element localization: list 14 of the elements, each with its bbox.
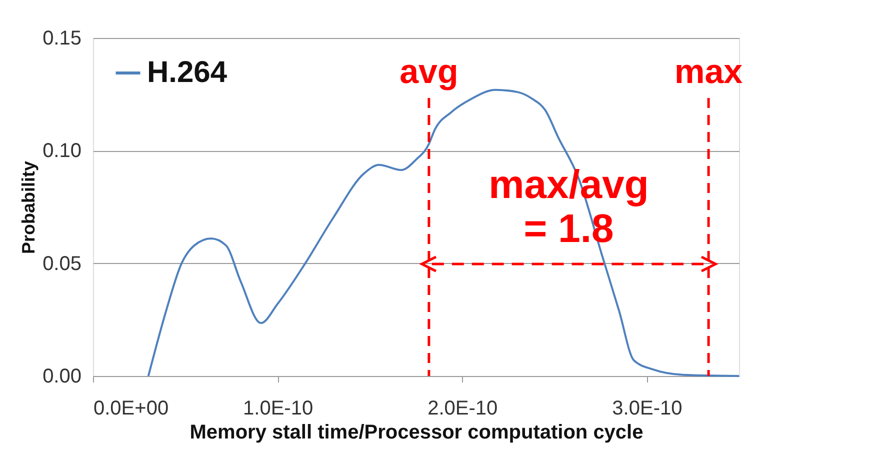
y-axis-title: Probability [18,160,39,254]
ref-line-label: max [674,53,743,91]
x-tick-label: 3.0E-10 [612,398,682,420]
x-tick-label: 2.0E-10 [428,398,498,420]
legend-label: H.264 [147,56,228,89]
ref-line-label: avg [400,53,458,91]
y-tick-label: 0.10 [42,140,82,162]
x-tick-label: 0.0E+00 [94,398,169,420]
y-tick-label: 0.15 [42,28,82,50]
y-tick-label: 0.05 [42,252,82,275]
y-tick-label: 0.00 [42,366,82,388]
x-axis-title: Memory stall time/Processor computation cycle [190,422,644,444]
x-tick-label: 1.0E-10 [243,398,314,420]
line-series [147,88,740,377]
